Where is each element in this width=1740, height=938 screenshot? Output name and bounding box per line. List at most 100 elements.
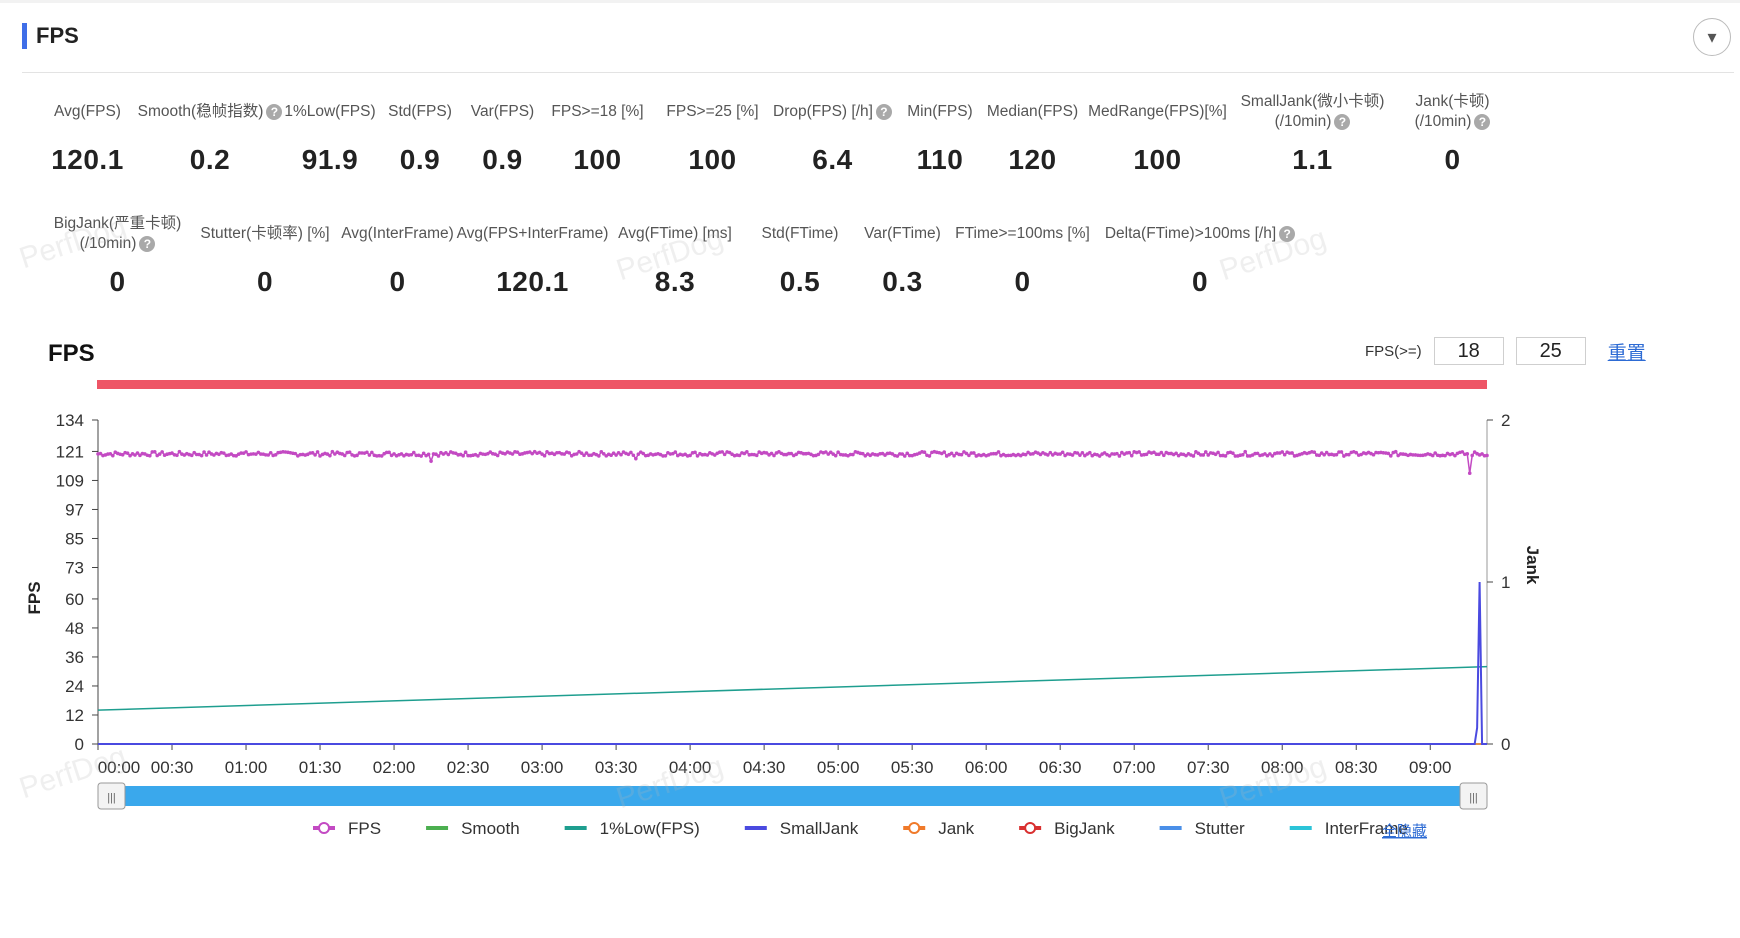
- fps-threshold-input-1[interactable]: [1433, 337, 1504, 365]
- help-icon[interactable]: ?: [1474, 113, 1491, 130]
- caret-down-icon: ▾: [1707, 26, 1717, 47]
- fps-threshold-input-2[interactable]: [1515, 337, 1586, 365]
- fps-point: [125, 451, 130, 455]
- fps-point: [601, 451, 606, 456]
- fps-point: [994, 451, 998, 456]
- fps-point: [1201, 453, 1206, 457]
- metric-value: 1.1: [1292, 144, 1333, 175]
- fps-point: [1388, 454, 1393, 458]
- fps-point: [824, 450, 828, 454]
- fps-point: [693, 450, 697, 455]
- fps-point: [1137, 450, 1141, 454]
- grip-icon: |||: [107, 792, 116, 804]
- metric-value: 0: [1014, 266, 1031, 297]
- help-icon[interactable]: ?: [139, 235, 156, 252]
- fps-point: [515, 450, 520, 454]
- y-tick-label: 121: [56, 442, 84, 461]
- fps-point: [1206, 453, 1211, 457]
- fps-point: [266, 453, 271, 457]
- hide-all-link[interactable]: 全隐藏: [1382, 822, 1427, 840]
- fps-point: [133, 453, 137, 457]
- metric-label-text: Median(FPS): [986, 103, 1079, 120]
- metric-metrics_row2-6: Var(FTime) 0.3: [855, 206, 950, 298]
- fps-point: [429, 459, 433, 463]
- fps-point: [1174, 451, 1178, 456]
- fps-point: [1115, 451, 1119, 456]
- fps-point: [1460, 450, 1465, 454]
- fps-point: [545, 449, 549, 454]
- fps-point: [199, 453, 204, 458]
- metric-metrics_row1-5: FPS>=18 [%] 100: [540, 84, 655, 176]
- legend-label: 1%Low(FPS): [600, 819, 700, 838]
- metric-label: Std(FPS): [388, 84, 452, 140]
- metric-value: 0: [389, 266, 406, 297]
- help-icon[interactable]: ?: [1279, 225, 1296, 242]
- legend-label: Stutter: [1195, 819, 1245, 838]
- metric-label-text: Stutter(卡顿率) [%]: [200, 225, 330, 242]
- fps-point: [851, 452, 855, 457]
- fps-point: [801, 451, 806, 456]
- fps-point: [355, 453, 359, 458]
- collapse-button[interactable]: ▾: [1693, 18, 1731, 56]
- help-icon[interactable]: ?: [1334, 113, 1351, 130]
- fps-point: [772, 453, 776, 458]
- metric-label-text: Std(FPS): [388, 103, 452, 120]
- metric-value: 100: [1133, 144, 1182, 175]
- metric-metrics_row2-3: Avg(FPS+InterFrame) 120.1: [457, 206, 609, 298]
- metric-label: Smooth(稳帧指数)?: [138, 84, 283, 140]
- y-tick-label: 97: [65, 500, 84, 519]
- fps-point: [160, 450, 164, 454]
- metric-label-text: Avg(FTime) [ms]: [618, 225, 732, 242]
- metric-label-text: Delta(FTime)>100ms [/h]: [1104, 225, 1277, 242]
- fps-point: [1386, 451, 1391, 456]
- fps-point: [1470, 453, 1474, 458]
- fps-point: [737, 453, 742, 458]
- fps-point: [1443, 453, 1447, 458]
- fps-point: [347, 450, 352, 454]
- fps-point: [927, 454, 932, 458]
- panel-header: FPS: [22, 22, 79, 50]
- metric-label-text: Jank(卡顿): [1415, 93, 1490, 110]
- fps-point: [1450, 452, 1455, 456]
- grip-icon: |||: [1469, 792, 1478, 804]
- metric-metrics_row1-9: Median(FPS) 120: [985, 84, 1080, 176]
- fps-point: [629, 450, 633, 455]
- metric-metrics_row2-5: Std(FTime) 0.5: [745, 206, 855, 298]
- metric-label-text: Smooth(稳帧指数): [137, 103, 264, 120]
- fps-point: [367, 453, 372, 457]
- fps-point: [1048, 450, 1053, 455]
- fps-point: [1129, 453, 1134, 458]
- fps-point: [616, 451, 621, 455]
- chart-title: FPS: [48, 340, 95, 367]
- fps-point: [626, 452, 631, 457]
- help-icon[interactable]: ?: [266, 103, 283, 120]
- metric-label-text: Avg(FPS): [54, 103, 121, 120]
- x-tick-label: 06:00: [965, 758, 1008, 777]
- fps-point: [634, 456, 638, 461]
- reset-link[interactable]: 重置: [1607, 342, 1646, 364]
- fps-point: [996, 450, 1001, 454]
- metric-metrics_row1-11: SmallJank(微小卡顿) (/10min)? 1.1: [1235, 84, 1390, 176]
- fps-point: [745, 450, 749, 454]
- y-tick-label: 12: [65, 706, 84, 725]
- fps-point: [900, 452, 905, 456]
- metric-metrics_row1-3: Std(FPS) 0.9: [375, 84, 465, 176]
- fps-point: [419, 454, 423, 458]
- fps-point: [949, 451, 954, 456]
- x-tick-label: 01:30: [299, 758, 342, 777]
- time-slider-track: [98, 786, 1487, 806]
- metric-label: Var(FTime): [864, 206, 941, 262]
- fps-point: [673, 450, 678, 454]
- help-icon[interactable]: ?: [875, 103, 892, 120]
- y-tick-label: 60: [65, 590, 84, 609]
- x-tick-label: 07:30: [1187, 758, 1230, 777]
- fps-point: [967, 453, 971, 458]
- metric-metrics_row2-2: Avg(InterFrame) 0: [335, 206, 460, 298]
- metric-metrics_row1-0: Avg(FPS) 120.1: [40, 84, 135, 176]
- y-tick-label: 73: [65, 558, 84, 577]
- fps-point: [379, 454, 384, 458]
- y-tick-label: 36: [65, 648, 84, 667]
- metric-label: FPS>=18 [%]: [551, 84, 643, 140]
- metric-value: 110: [916, 144, 964, 175]
- metric-metrics_row2-8: Delta(FTime)>100ms [/h]? 0: [1095, 206, 1305, 298]
